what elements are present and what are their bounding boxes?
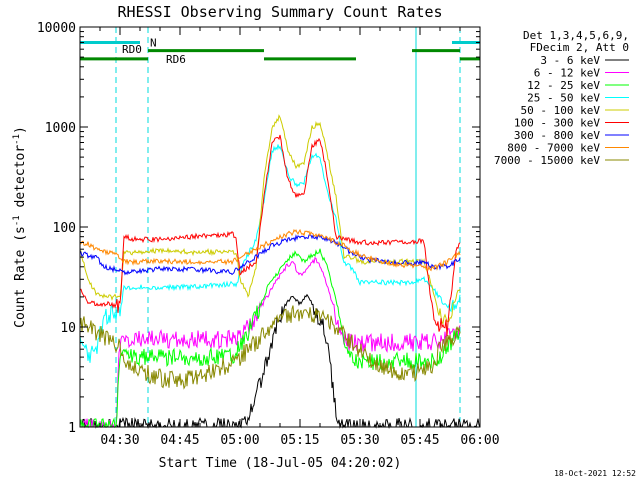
series-line-5 bbox=[79, 134, 461, 336]
legend-label-6: 300 - 800 keV bbox=[514, 129, 600, 142]
legend-label-0: 3 - 6 keV bbox=[540, 54, 600, 67]
series-line-1 bbox=[80, 256, 461, 428]
generated-timestamp: 18-Oct-2021 12:52 bbox=[554, 469, 636, 478]
y-tick-label-0: 1 bbox=[68, 421, 76, 436]
x-tick-label-2: 05:00 bbox=[220, 433, 259, 448]
legend-label-8: 7000 - 15000 keV bbox=[494, 154, 600, 167]
annotation-1: N bbox=[150, 36, 157, 49]
x-tick-label-1: 04:45 bbox=[160, 433, 199, 448]
legend-header-line-2: FDecim 2, Att 0 bbox=[530, 41, 629, 54]
y-axis: 1 10 100 1000 10000 bbox=[37, 21, 480, 436]
legend-label-2: 12 - 25 keV bbox=[527, 79, 600, 92]
annotation-0: RD0 bbox=[122, 43, 142, 56]
x-tick-label-5: 05:45 bbox=[400, 433, 439, 448]
plot-markers bbox=[79, 27, 461, 427]
status-annotations: RD0 N RD6 bbox=[122, 36, 186, 65]
y-tick-label-4: 10000 bbox=[37, 21, 76, 36]
series-line-6 bbox=[79, 233, 461, 276]
series-line-8 bbox=[79, 305, 461, 390]
x-tick-label-6: 06:00 bbox=[460, 433, 499, 448]
y-tick-label-1: 10 bbox=[60, 321, 76, 336]
legend-label-4: 50 - 100 keV bbox=[521, 104, 601, 117]
legend-label-1: 6 - 12 keV bbox=[534, 67, 601, 80]
series-line-7 bbox=[79, 228, 461, 272]
y-tick-label-2: 100 bbox=[53, 221, 76, 236]
chart-title: RHESSI Observing Summary Count Rates bbox=[117, 3, 442, 21]
annotation-2: RD6 bbox=[166, 53, 186, 66]
series-lines bbox=[79, 114, 481, 429]
x-tick-label-3: 05:15 bbox=[280, 433, 319, 448]
y-tick-label-3: 1000 bbox=[45, 121, 76, 136]
y-axis-label: Count Rate (s-1 detector-1) bbox=[12, 126, 28, 328]
legend-label-5: 100 - 300 keV bbox=[514, 117, 600, 130]
series-line-2 bbox=[79, 248, 461, 429]
legend-header-line-1: Det 1,3,4,5,6,9, bbox=[523, 29, 629, 42]
x-tick-label-0: 04:30 bbox=[100, 433, 139, 448]
x-axis: 04:30 04:45 05:00 05:15 05:30 05:45 06:00 bbox=[99, 27, 500, 448]
x-axis-label: Start Time (18-Jul-05 04:20:02) bbox=[159, 456, 402, 471]
legend-label-3: 25 - 50 keV bbox=[527, 92, 600, 105]
series-line-3 bbox=[79, 144, 461, 363]
status-bars bbox=[80, 40, 480, 61]
x-tick-label-4: 05:30 bbox=[340, 433, 379, 448]
legend-label-7: 800 - 7000 keV bbox=[507, 142, 600, 155]
